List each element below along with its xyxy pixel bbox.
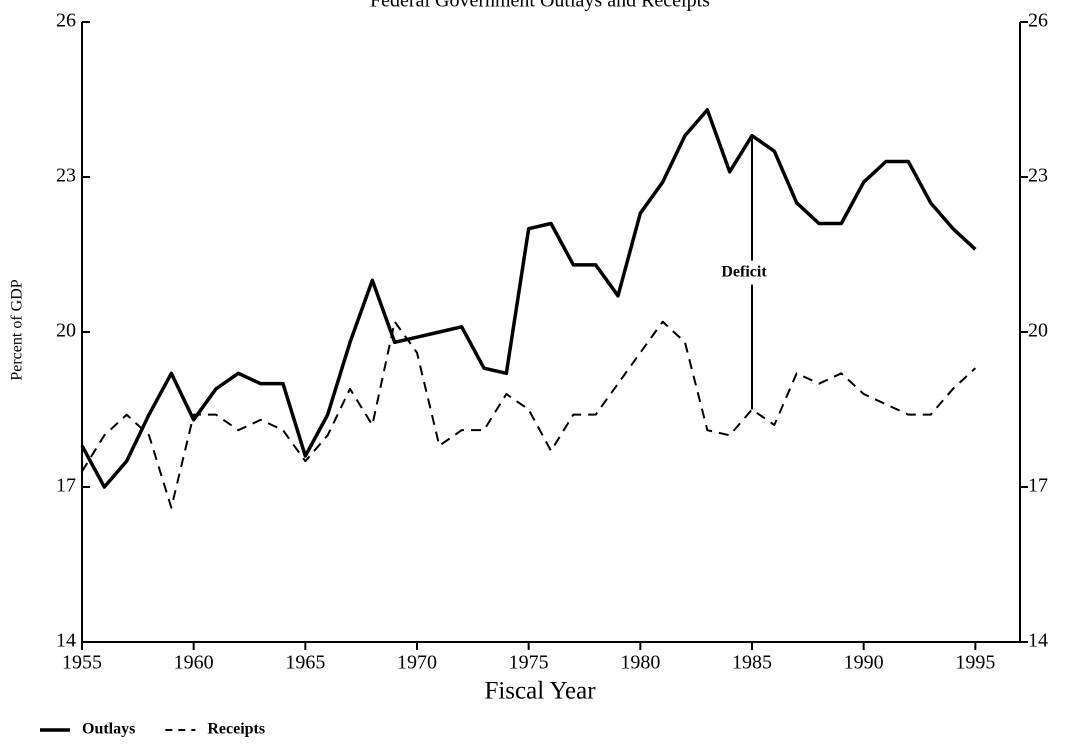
y-tick-label: 23 [56, 165, 76, 187]
legend-label: Outlays [82, 721, 135, 738]
y2-tick-label: 26 [1028, 10, 1048, 32]
x-tick-label: 1965 [285, 652, 325, 674]
legend-label: Receipts [207, 721, 265, 738]
x-tick-label: 1985 [732, 652, 772, 674]
series-line [80, 108, 977, 489]
y2-tick-label: 23 [1028, 165, 1048, 187]
x-tick-label: 1960 [174, 652, 214, 674]
y2-tick-label: 14 [1028, 630, 1048, 652]
x-tick-label: 1990 [844, 652, 884, 674]
y-tick-label: 26 [56, 10, 76, 32]
x-tick-label: 1980 [620, 652, 660, 674]
x-axis-label: Fiscal Year [484, 678, 596, 705]
y-tick-label: 20 [56, 320, 76, 342]
x-tick-label: 1975 [509, 652, 549, 674]
y-tick-label: 17 [56, 475, 76, 497]
x-tick-label: 1995 [955, 652, 995, 674]
x-tick-label: 1970 [397, 652, 437, 674]
annotation: Deficit [721, 263, 767, 280]
annotation-bg [712, 260, 792, 285]
y-axis-label: Percent of GDP [9, 279, 26, 380]
y2-tick-label: 17 [1028, 475, 1048, 497]
y2-tick-label: 20 [1028, 320, 1048, 342]
chart-title: Federal Government Outlays and Receipts [370, 0, 710, 12]
y-tick-label: 14 [56, 630, 76, 652]
series-line [81, 320, 977, 509]
x-tick-label: 1955 [62, 652, 102, 674]
